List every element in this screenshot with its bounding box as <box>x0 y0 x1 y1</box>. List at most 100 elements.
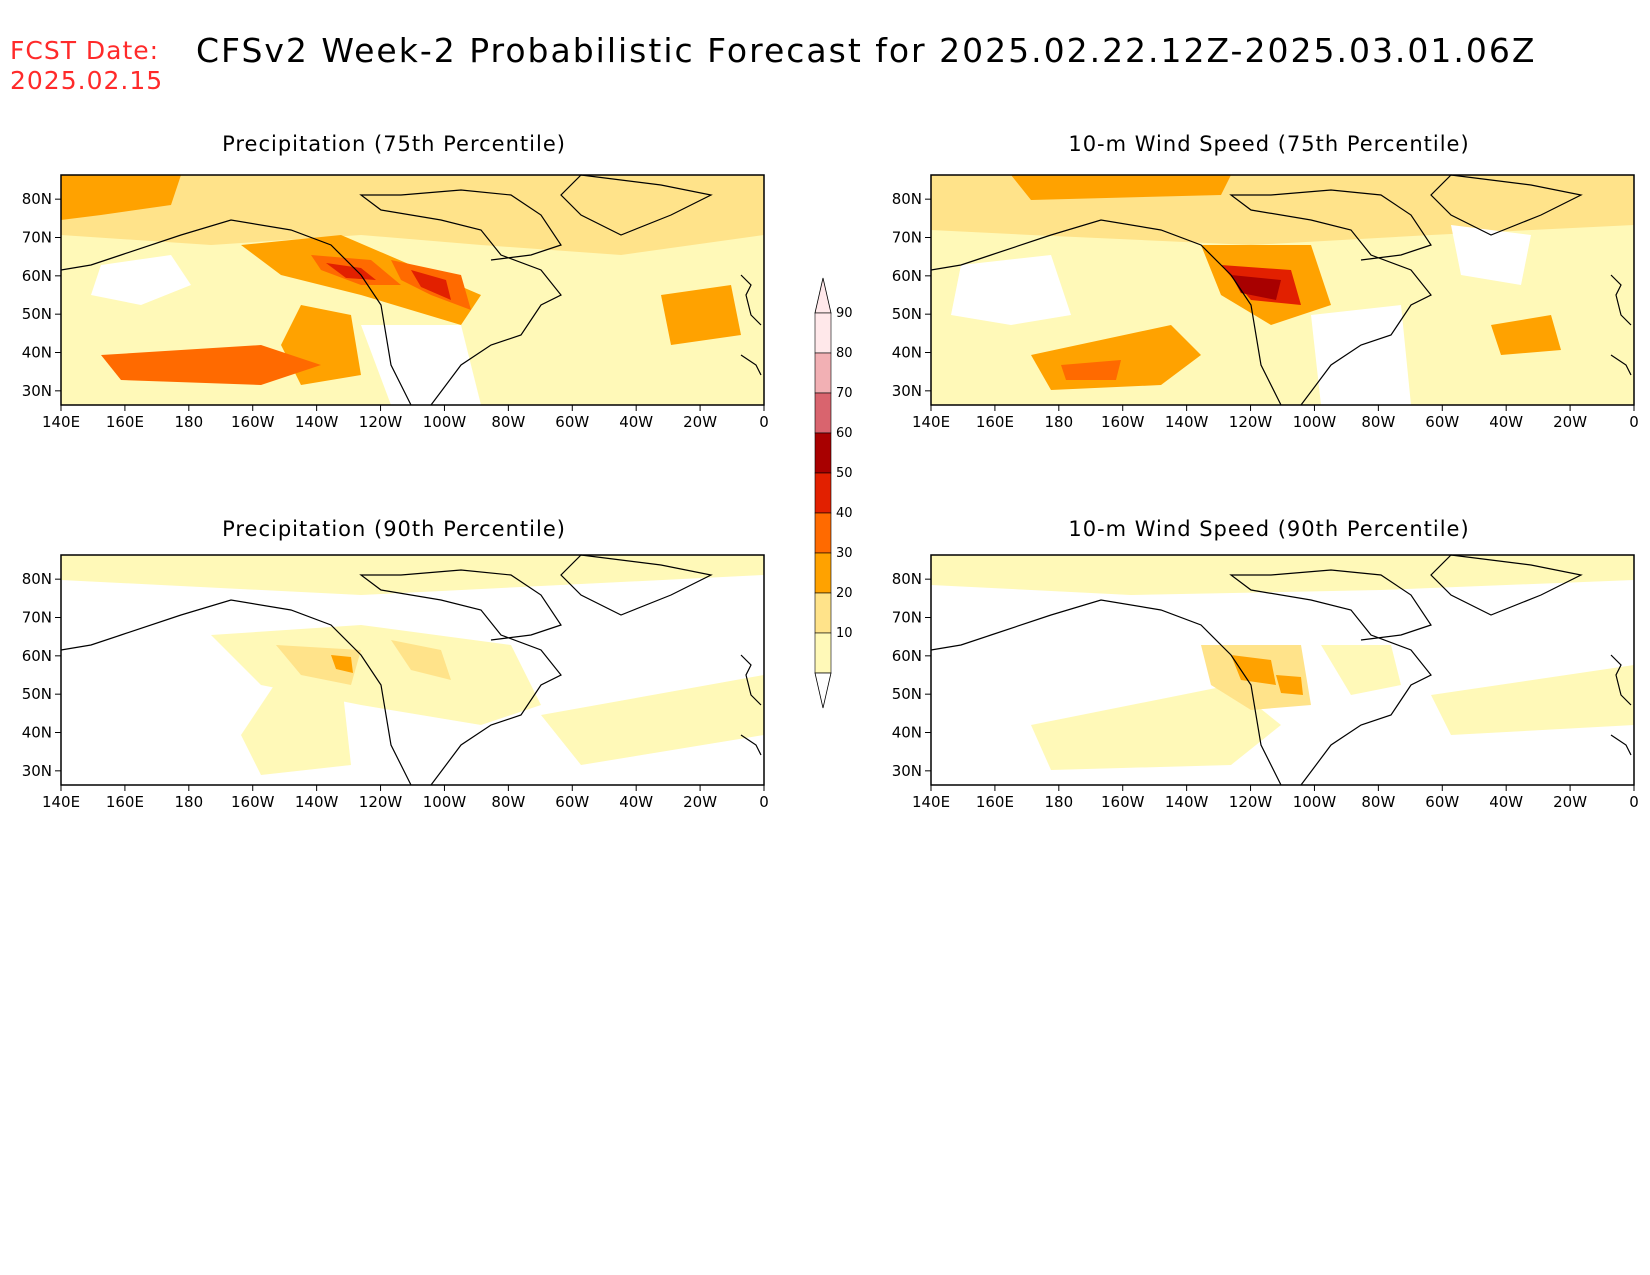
lon-tick-label: 0 <box>1629 793 1639 811</box>
lon-tick-label: 160E <box>976 413 1014 431</box>
shading-region <box>1451 225 1531 285</box>
shading-region <box>1031 685 1281 770</box>
fcst-date-block: FCST Date: 2025.02.15 <box>10 36 163 96</box>
map-frame <box>930 174 1635 406</box>
lon-tick-label: 160W <box>231 793 275 811</box>
lat-tick-label: 30N <box>892 762 922 780</box>
lon-tick-label: 100W <box>423 793 467 811</box>
colorbar-swatch <box>814 432 832 474</box>
lon-tick-label: 120W <box>359 793 403 811</box>
lon-tick-label: 140W <box>1165 793 1209 811</box>
lon-tick-label: 80W <box>491 793 525 811</box>
coastline <box>60 174 762 406</box>
colorbar-swatch <box>814 552 832 594</box>
shading-region <box>91 255 191 305</box>
shading-region <box>61 175 181 220</box>
colorbar-label: 40 <box>836 506 853 521</box>
panel-title-wind-90: 10-m Wind Speed (90th Percentile) <box>1068 517 1470 541</box>
colorbar-label: 30 <box>836 546 853 561</box>
lat-tick-label: 80N <box>22 190 52 208</box>
lon-tick-label: 0 <box>759 793 769 811</box>
colorbar-top-arrow <box>814 277 832 314</box>
lon-tick-label: 100W <box>423 413 467 431</box>
lon-tick-label: 60W <box>555 793 589 811</box>
lat-tick-label: 40N <box>892 724 922 742</box>
shading-region <box>241 675 351 775</box>
lat-tick-label: 80N <box>892 190 922 208</box>
colorbar-swatch <box>814 592 832 634</box>
shading-region <box>1311 305 1411 405</box>
colorbar-label: 10 <box>836 626 853 641</box>
shading-region <box>411 270 451 300</box>
shading-region <box>661 285 741 345</box>
colorbar-swatch <box>814 392 832 434</box>
map-frame <box>930 554 1635 786</box>
shading-region <box>361 325 481 405</box>
lon-tick-label: 140W <box>295 793 339 811</box>
colorbar-swatch <box>814 312 832 354</box>
lon-tick-label: 140W <box>295 413 339 431</box>
shading-region <box>1231 655 1276 685</box>
map-frame <box>60 174 765 406</box>
shading-region <box>1431 665 1634 735</box>
lat-tick-label: 60N <box>892 267 922 285</box>
lat-tick-label: 50N <box>892 305 922 323</box>
lon-tick-label: 20W <box>1553 413 1587 431</box>
lon-tick-label: 160E <box>106 413 144 431</box>
lon-tick-label: 140E <box>42 793 80 811</box>
shading-region <box>1276 675 1303 695</box>
lon-tick-label: 40W <box>1489 413 1523 431</box>
lat-tick-label: 30N <box>22 382 52 400</box>
lon-tick-label: 140W <box>1165 413 1209 431</box>
shading-region <box>1491 315 1561 355</box>
lon-tick-label: 160W <box>1101 793 1145 811</box>
lat-tick-label: 80N <box>22 570 52 588</box>
lat-tick-label: 60N <box>22 267 52 285</box>
lon-tick-label: 160W <box>231 413 275 431</box>
shading-region <box>1231 275 1281 300</box>
shading-region <box>61 555 764 595</box>
shading-region <box>331 655 353 673</box>
lon-tick-label: 80W <box>1361 413 1395 431</box>
lon-tick-label: 140E <box>42 413 80 431</box>
colorbar-label: 20 <box>836 586 853 601</box>
colorbar-swatch <box>814 512 832 554</box>
lat-tick-label: 80N <box>892 570 922 588</box>
map-wind-75: 140E 160E 180 160W 140W 120W 100W 80W 60W 40W 20W 0… <box>892 174 1639 431</box>
lat-tick-label: 70N <box>892 609 922 627</box>
lat-tick-label: 60N <box>892 647 922 665</box>
colorbar-swatch <box>814 632 832 674</box>
lat-tick-label: 70N <box>22 609 52 627</box>
lon-tick-label: 180 <box>1044 413 1073 431</box>
lon-tick-label: 20W <box>1553 793 1587 811</box>
panel-title-precip-75: Precipitation (75th Percentile) <box>222 132 566 156</box>
colorbar-bottom-arrow <box>814 672 832 709</box>
shading-region <box>1061 360 1121 380</box>
colorbar-label: 50 <box>836 466 853 481</box>
lon-tick-label: 160E <box>106 793 144 811</box>
lat-tick-label: 30N <box>892 382 922 400</box>
page-title: CFSv2 Week-2 Probabilistic Forecast for … <box>196 31 1537 70</box>
lon-tick-label: 160E <box>976 793 1014 811</box>
colorbar-label: 60 <box>836 426 853 441</box>
lat-tick-label: 40N <box>22 724 52 742</box>
lat-tick-label: 30N <box>22 762 52 780</box>
lon-tick-label: 140E <box>912 413 950 431</box>
lon-tick-label: 180 <box>174 793 203 811</box>
lon-tick-label: 100W <box>1293 793 1337 811</box>
lon-tick-label: 0 <box>759 413 769 431</box>
shading-region <box>101 345 321 385</box>
lon-tick-label: 120W <box>1229 793 1273 811</box>
map-frame <box>60 554 765 786</box>
colorbar-label: 70 <box>836 386 853 401</box>
fcst-date-label: FCST Date: <box>10 36 160 65</box>
lat-tick-label: 40N <box>892 344 922 362</box>
colorbar-label: 80 <box>836 346 853 361</box>
lat-tick-label: 40N <box>22 344 52 362</box>
lon-tick-label: 100W <box>1293 413 1337 431</box>
shading-region <box>391 640 451 680</box>
colorbar-swatch <box>814 472 832 514</box>
lon-tick-label: 20W <box>683 793 717 811</box>
shading-region <box>276 645 361 685</box>
lat-tick-label: 70N <box>22 229 52 247</box>
